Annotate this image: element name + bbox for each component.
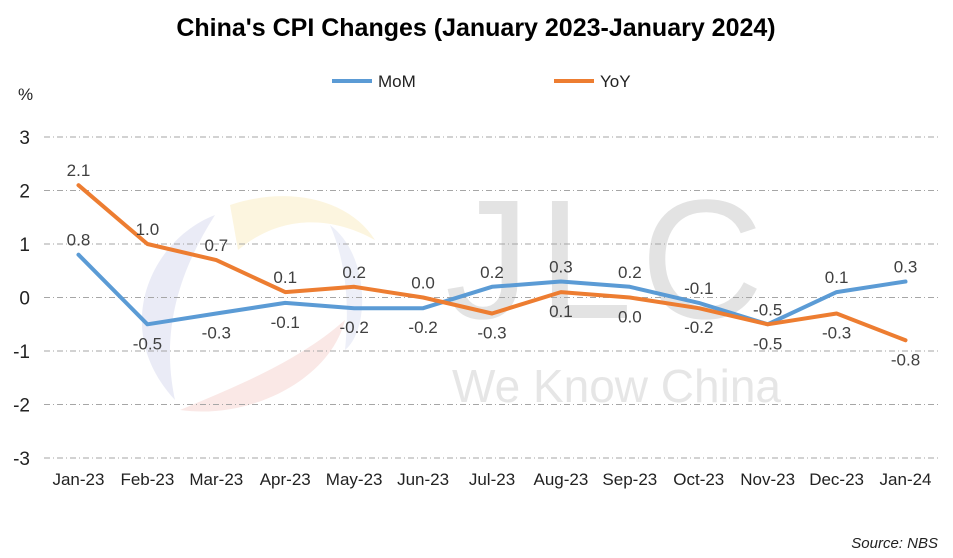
x-tick-label: Oct-23 [673, 470, 724, 489]
x-tick-label: Feb-23 [120, 470, 174, 489]
x-axis-ticks: Jan-23 Feb-23 Mar-23 Apr-23 May-23 Jun-23 Jul-… [52, 470, 931, 489]
x-tick-label: Jan-23 [52, 470, 104, 489]
data-label-yoy: 2.1 [67, 161, 91, 180]
data-label-yoy: -0.3 [822, 324, 851, 343]
data-label-yoy: -0.2 [684, 318, 713, 337]
y-tick-label: -3 [13, 449, 30, 470]
series-lines [76, 183, 908, 343]
chart-title: China's CPI Changes (January 2023-Januar… [176, 14, 775, 42]
data-label-mom: 0.1 [825, 268, 849, 287]
data-label-yoy: 0.0 [411, 274, 435, 293]
y-tick-label: -2 [13, 396, 30, 417]
data-label-mom: -0.2 [408, 318, 437, 337]
x-tick-label: Apr-23 [260, 470, 311, 489]
legend-label-yoy: YoY [600, 72, 631, 91]
data-label-yoy: 0.0 [618, 308, 642, 327]
data-label-mom: -0.5 [133, 334, 162, 353]
watermark: JLC We Know China [141, 165, 781, 412]
data-label-yoy: 0.1 [273, 268, 297, 287]
data-label-yoy: -0.8 [891, 350, 920, 369]
data-label-mom: 0.2 [618, 263, 642, 282]
data-label-mom: -0.1 [271, 313, 300, 332]
data-label-mom: 0.2 [480, 263, 504, 282]
x-tick-label: Jun-23 [397, 470, 449, 489]
legend-label-mom: MoM [378, 72, 416, 91]
data-label-mom: -0.1 [684, 279, 713, 298]
data-label-mom: 0.3 [549, 257, 573, 276]
data-label-mom: -0.3 [202, 324, 231, 343]
y-axis-ticks: 3 2 1 0 -1 -2 -3 [13, 128, 30, 470]
data-label-yoy: 0.1 [549, 302, 573, 321]
x-tick-label: May-23 [326, 470, 383, 489]
x-tick-label: Jan-24 [880, 470, 932, 489]
legend: MoM YoY [332, 72, 631, 91]
data-label-mom: -0.5 [753, 334, 782, 353]
data-label-yoy: 1.0 [136, 220, 160, 239]
data-label-mom: 0.8 [67, 231, 91, 250]
watermark-logo [141, 196, 375, 412]
x-tick-label: Jul-23 [469, 470, 515, 489]
watermark-letters: JLC [445, 165, 771, 355]
x-tick-label: Aug-23 [534, 470, 589, 489]
source-note: Source: NBS [851, 535, 938, 552]
data-labels: 0.8 -0.5 -0.3 -0.1 -0.2 -0.2 0.2 0.3 0.2 -0.1 -0.5… [67, 161, 921, 369]
y-tick-label: 1 [19, 235, 30, 256]
watermark-slogan: We Know China [452, 360, 781, 412]
data-label-mom: -0.2 [340, 318, 369, 337]
y-axis-label: % [18, 85, 33, 104]
y-tick-label: 2 [19, 182, 30, 203]
data-label-mom: 0.3 [894, 257, 918, 276]
x-tick-label: Mar-23 [189, 470, 243, 489]
x-tick-label: Nov-23 [740, 470, 795, 489]
data-label-yoy: -0.3 [477, 324, 506, 343]
x-tick-label: Dec-23 [809, 470, 864, 489]
series-line-yoy [76, 183, 908, 343]
data-label-yoy: -0.5 [753, 300, 782, 319]
y-tick-label: -1 [13, 342, 30, 363]
data-label-yoy: 0.7 [204, 236, 228, 255]
y-tick-label: 3 [19, 128, 30, 149]
y-tick-label: 0 [19, 289, 30, 310]
data-label-yoy: 0.2 [342, 263, 366, 282]
gridlines [44, 136, 940, 459]
x-tick-label: Sep-23 [602, 470, 657, 489]
